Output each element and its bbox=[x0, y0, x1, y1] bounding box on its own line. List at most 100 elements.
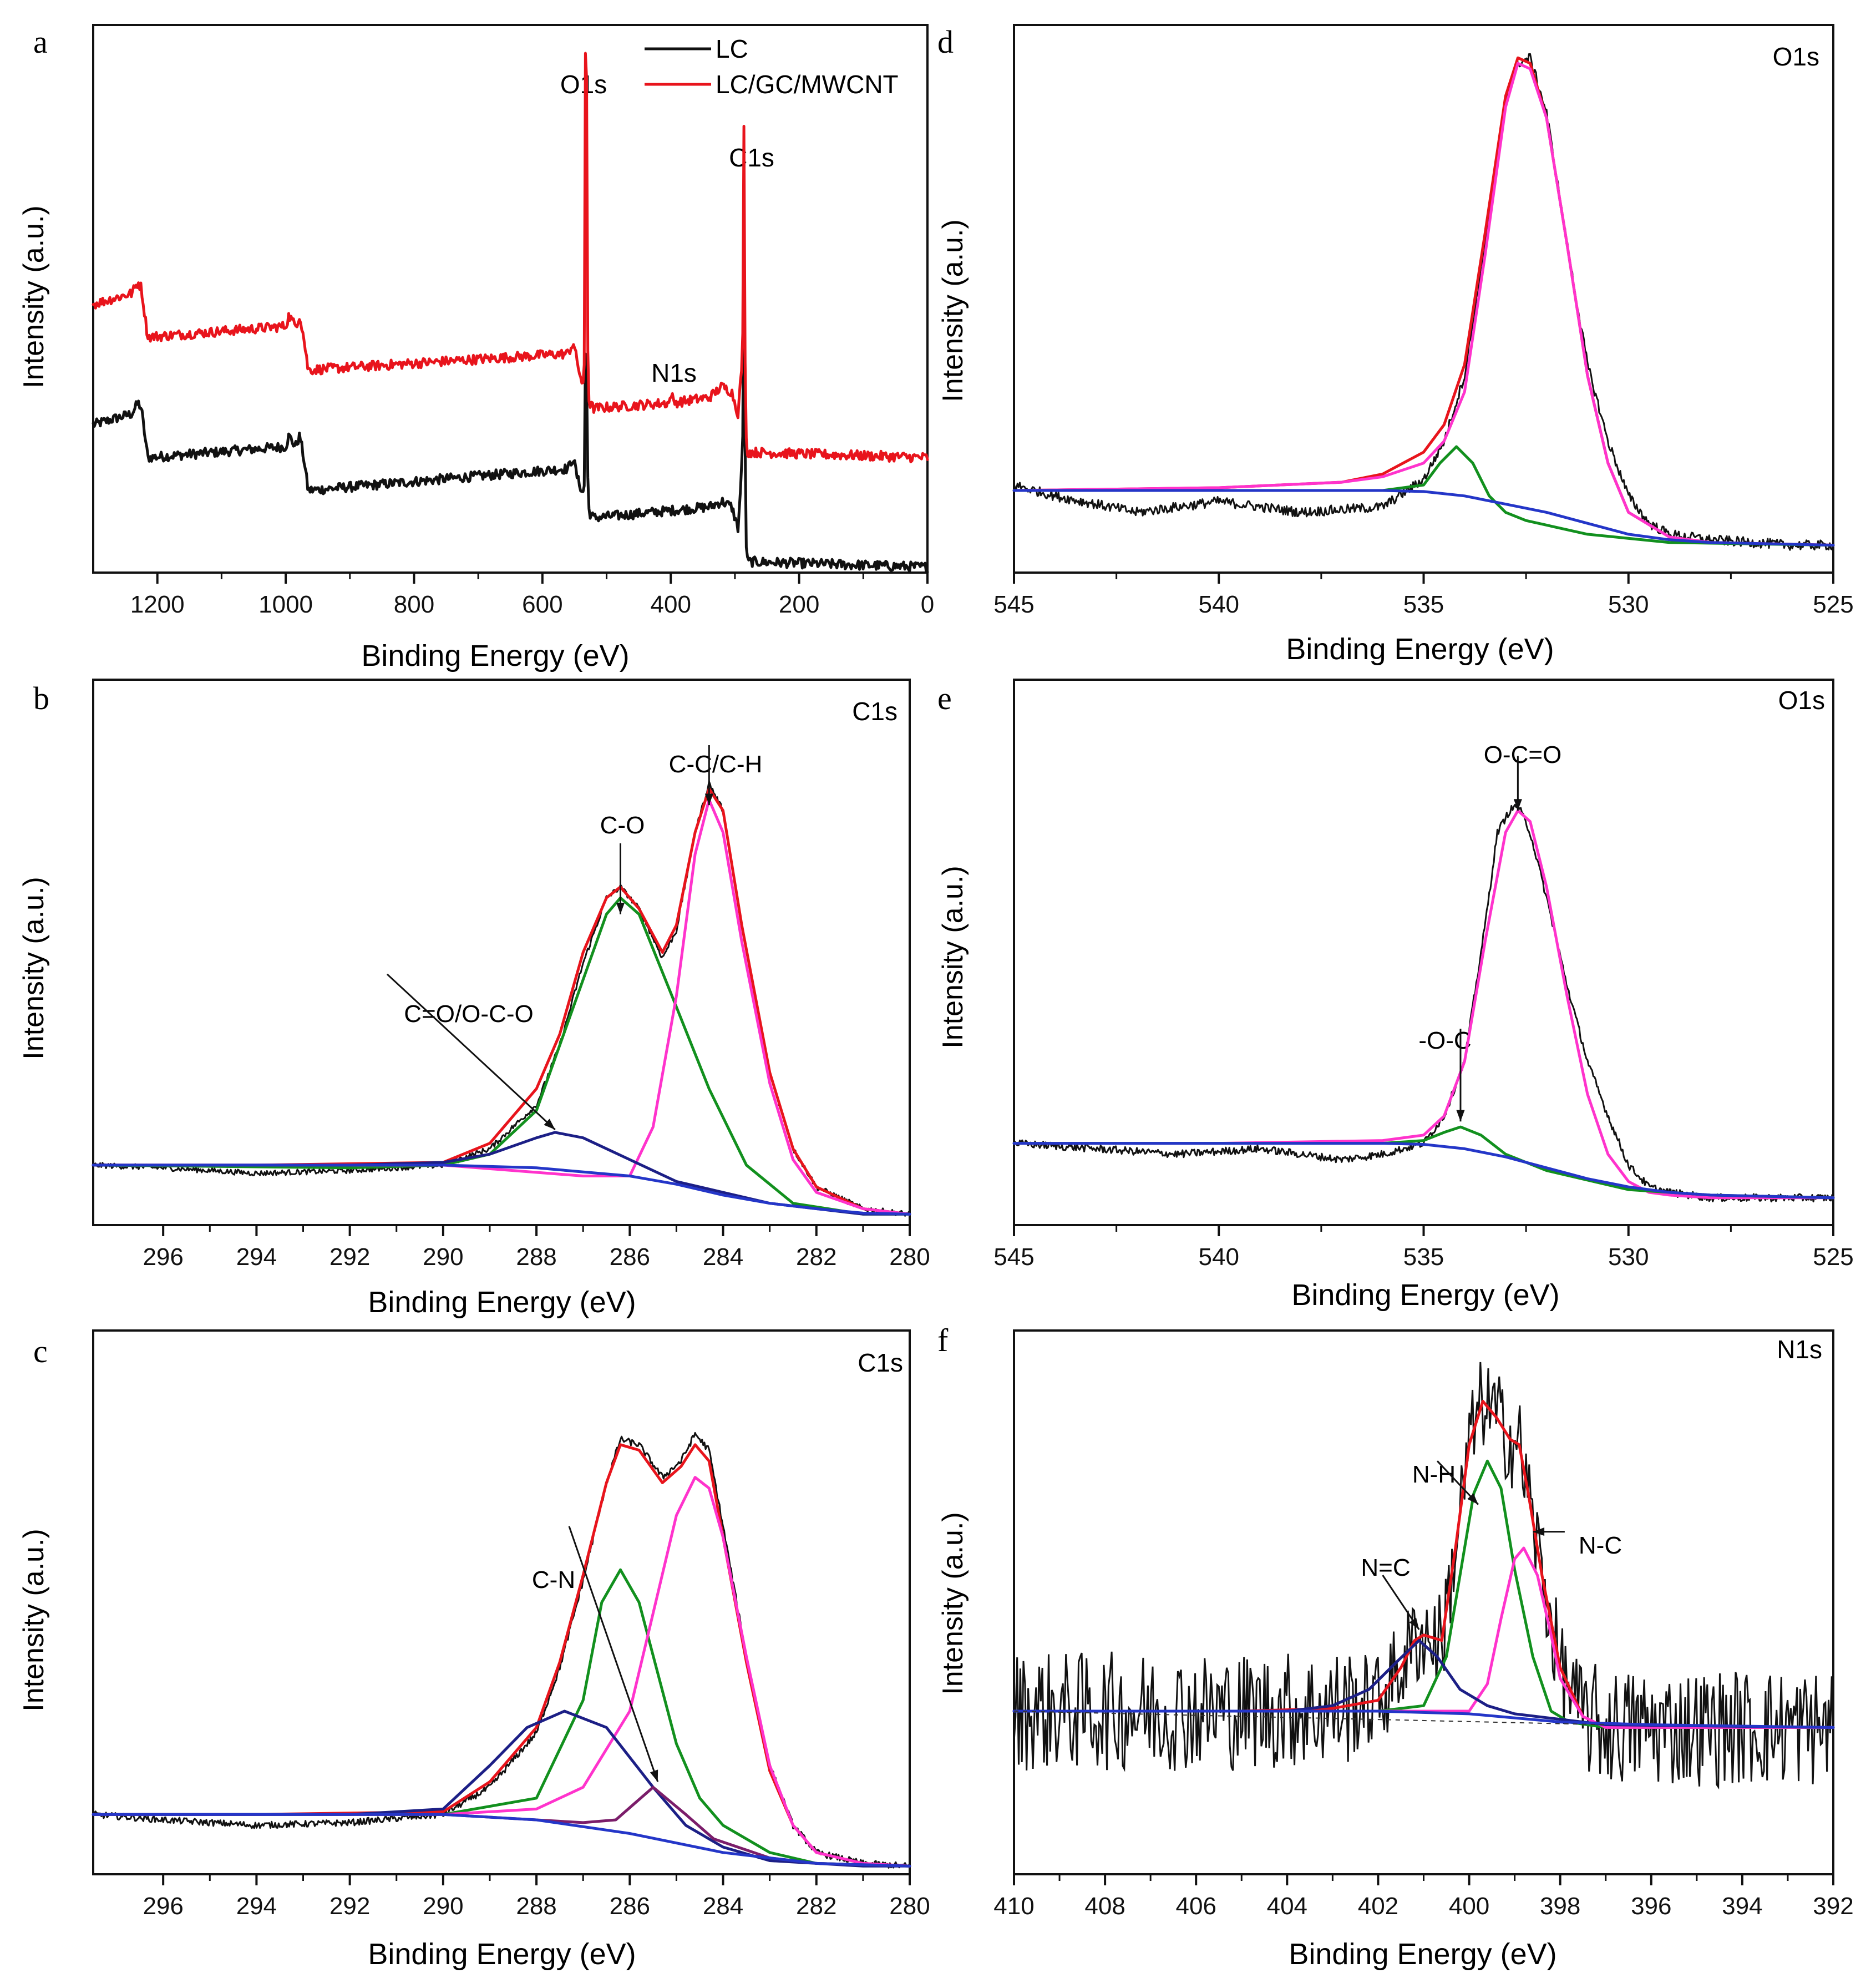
panel-b-x-tick-label: 288 bbox=[516, 1243, 556, 1271]
panel-c-arrow-cn-head bbox=[650, 1769, 658, 1782]
panel-d-title: O1s bbox=[1773, 42, 1819, 71]
panel-c-series-background bbox=[92, 1813, 911, 1868]
panel-e-arrow-oc-head bbox=[1456, 1110, 1465, 1122]
panel-d-letter: d bbox=[937, 24, 954, 60]
panel-b-arrow-co-head bbox=[616, 903, 625, 914]
panel-c-x-tick-label: 282 bbox=[796, 1893, 836, 1920]
panel-a-plot-frame bbox=[92, 24, 929, 574]
panel-d-series-magenta-component bbox=[1012, 62, 1835, 547]
panel-e-x-tick-label: 525 bbox=[1813, 1243, 1853, 1271]
panel-c-label-cn: C-N bbox=[532, 1566, 575, 1594]
panel-a-peak-label-n1s: N1s bbox=[651, 358, 697, 387]
legend-entry-lc-gc-mwcnt: LC/GC/MWCNT bbox=[716, 70, 899, 99]
panel-a-x-tick-label: 600 bbox=[522, 591, 562, 618]
panel-d-x-tick-label: 530 bbox=[1608, 591, 1649, 618]
panel-b-letter: b bbox=[33, 680, 49, 716]
panel-b-arrow-c-o-oco bbox=[386, 973, 556, 1131]
panel-b-x-tick-label: 296 bbox=[143, 1243, 183, 1271]
panel-b-series-background bbox=[92, 1164, 911, 1216]
panel-a-x-tick-label: 200 bbox=[779, 591, 819, 618]
panel-b-arrow-c-o-oco-head bbox=[544, 1119, 555, 1130]
panel-d-x-tick-label: 535 bbox=[1403, 591, 1444, 618]
panel-a-x-tick-label: 0 bbox=[921, 591, 934, 618]
panel-a-y-axis-label: Intensity (a.u.) bbox=[18, 205, 50, 388]
panel-e-label-oc: -O-C bbox=[1418, 1027, 1471, 1054]
legend-entry-lc: LC bbox=[716, 34, 748, 63]
panel-f-x-tick-label: 396 bbox=[1631, 1893, 1671, 1920]
panel-e-x-tick-label: 535 bbox=[1403, 1243, 1444, 1271]
panel-c-x-tick-label: 286 bbox=[610, 1893, 650, 1920]
panel-b-label-c-o-oco: C=O/O-C-O bbox=[404, 1000, 533, 1028]
panel-b-x-tick-label: 280 bbox=[889, 1243, 930, 1271]
panel-b-arrow-cc-ch-head bbox=[704, 793, 713, 806]
panel-b-x-axis-label: Binding Energy (eV) bbox=[368, 1286, 636, 1319]
panel-a-series-lc-gc-mwcnt bbox=[92, 52, 929, 463]
panel-e-x-tick-label: 530 bbox=[1608, 1243, 1649, 1271]
panel-b-x-tick-label: 292 bbox=[329, 1243, 370, 1271]
panel-c-plot-frame bbox=[92, 1329, 911, 1875]
panel-f-series-envelope bbox=[1012, 1399, 1835, 1729]
panel-b-x-tick-label: 290 bbox=[423, 1243, 463, 1271]
panel-d-x-tick-label: 540 bbox=[1199, 591, 1239, 618]
panel-b-x-tick-label: 286 bbox=[610, 1243, 650, 1271]
panel-d-y-axis-label: Intensity (a.u.) bbox=[937, 219, 969, 402]
panel-b-c1s-lc: b C1s Intensity (a.u.) Binding Energy (e… bbox=[18, 679, 930, 1319]
panel-d-x-axis-label: Binding Energy (eV) bbox=[1286, 633, 1554, 666]
panel-f-arrow-nc-head bbox=[1533, 1527, 1545, 1536]
panel-c-letter: c bbox=[33, 1333, 48, 1369]
panel-e-x-tick-label: 545 bbox=[993, 1243, 1034, 1271]
panel-c-x-axis-label: Binding Energy (eV) bbox=[368, 1938, 636, 1971]
panel-c-series-green-component bbox=[92, 1568, 911, 1868]
panel-e-series-background bbox=[1012, 1142, 1835, 1200]
panel-d-series-background bbox=[1012, 489, 1835, 547]
panel-f-x-tick-label: 400 bbox=[1449, 1893, 1489, 1920]
panel-c-title: C1s bbox=[858, 1348, 903, 1377]
panel-f-label-nh: N-H bbox=[1412, 1461, 1456, 1488]
panel-f-label-nc: N-C bbox=[1579, 1532, 1622, 1559]
panel-f-x-tick-label: 410 bbox=[993, 1893, 1034, 1920]
panel-b-y-axis-label: Intensity (a.u.) bbox=[18, 877, 50, 1059]
panel-e-x-axis-label: Binding Energy (eV) bbox=[1291, 1278, 1559, 1312]
panel-a-x-tick-label: 1200 bbox=[130, 591, 185, 618]
panel-f-x-tick-label: 402 bbox=[1358, 1893, 1398, 1920]
panel-f-x-tick-label: 398 bbox=[1540, 1893, 1580, 1920]
panel-f-series-n-c bbox=[1012, 1639, 1835, 1729]
panel-a-peak-label-c1s: C1s bbox=[729, 143, 774, 172]
panel-c-y-axis-label: Intensity (a.u.) bbox=[18, 1529, 50, 1711]
panel-c-x-tick-label: 294 bbox=[236, 1893, 277, 1920]
panel-d-x-tick-label: 545 bbox=[993, 591, 1034, 618]
panel-f-series-n-c bbox=[1012, 1546, 1835, 1729]
panel-a-letter: a bbox=[33, 24, 48, 60]
panel-b-x-tick-label: 294 bbox=[236, 1243, 277, 1271]
panel-b-x-tick-label: 284 bbox=[703, 1243, 743, 1271]
panel-f-y-axis-label: Intensity (a.u.) bbox=[937, 1512, 969, 1694]
panel-e-arrow-oco-head bbox=[1513, 799, 1522, 811]
panel-e-y-axis-label: Intensity (a.u.) bbox=[937, 866, 969, 1048]
panel-b-title: C1s bbox=[852, 697, 898, 726]
panel-f-x-tick-label: 394 bbox=[1722, 1893, 1762, 1920]
panel-a-series-lc bbox=[92, 245, 929, 574]
panel-e-o1s-composite: e O1s Intensity (a.u.) Binding Energy (e… bbox=[937, 679, 1854, 1312]
panel-a-x-tick-label: 400 bbox=[651, 591, 691, 618]
panel-a-x-tick-label: 1000 bbox=[258, 591, 313, 618]
panel-e-label-oco: O-C=O bbox=[1484, 741, 1562, 768]
panel-f-x-tick-label: 404 bbox=[1267, 1893, 1307, 1920]
panel-a-x-tick-label: 800 bbox=[394, 591, 434, 618]
panel-f-arrow-neqc-head bbox=[1409, 1617, 1419, 1630]
panel-e-title: O1s bbox=[1778, 686, 1825, 715]
panel-e-x-tick-label: 540 bbox=[1199, 1243, 1239, 1271]
panel-b-x-tick-label: 282 bbox=[796, 1243, 836, 1271]
panel-c-x-tick-label: 292 bbox=[329, 1893, 370, 1920]
panel-f-x-tick-label: 406 bbox=[1176, 1893, 1216, 1920]
panel-f-arrow-nh-head bbox=[1467, 1493, 1478, 1505]
panel-f-series-background bbox=[1012, 1709, 1835, 1729]
panel-e-letter: e bbox=[937, 680, 952, 716]
panel-c-c1s-composite: c C1s Intensity (a.u.) Binding Energy (e… bbox=[18, 1329, 930, 1971]
panel-b-series-envelope bbox=[92, 787, 911, 1216]
panel-c-series-magenta-component bbox=[92, 1476, 911, 1868]
panel-d-x-tick-label: 525 bbox=[1813, 591, 1853, 618]
panel-f-label-neqc: N=C bbox=[1361, 1554, 1410, 1581]
panel-a-legend: LC LC/GC/MWCNT bbox=[645, 34, 899, 99]
panel-f-x-tick-label: 392 bbox=[1813, 1893, 1853, 1920]
panel-b-label-co: C-O bbox=[600, 812, 645, 839]
